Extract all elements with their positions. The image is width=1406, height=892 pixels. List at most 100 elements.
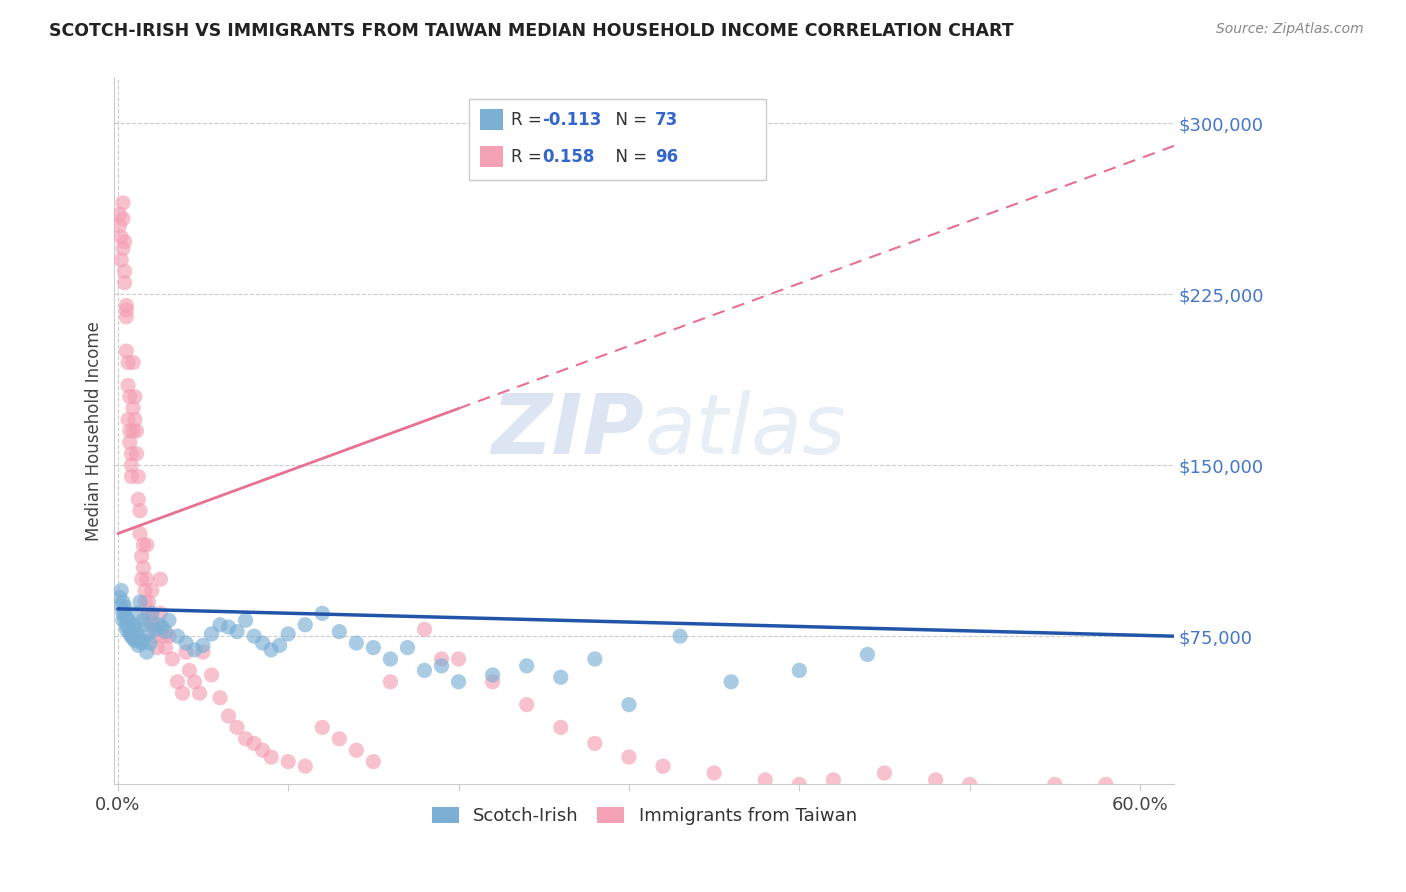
Point <box>183 643 205 657</box>
Point <box>111 607 134 621</box>
Point <box>108 207 131 221</box>
Point <box>380 674 402 689</box>
Point <box>328 731 350 746</box>
Point <box>108 591 131 605</box>
Point <box>115 617 138 632</box>
Text: atlas: atlas <box>644 391 846 472</box>
Point <box>120 629 142 643</box>
Point <box>380 652 402 666</box>
Text: Source: ZipAtlas.com: Source: ZipAtlas.com <box>1216 22 1364 37</box>
Legend: Scotch-Irish, Immigrants from Taiwan: Scotch-Irish, Immigrants from Taiwan <box>432 806 856 825</box>
Point <box>166 674 188 689</box>
Point <box>328 624 350 639</box>
Point <box>129 504 152 518</box>
Point <box>114 276 136 290</box>
Point <box>583 652 606 666</box>
Point <box>124 620 146 634</box>
Point <box>209 617 232 632</box>
Point <box>135 645 157 659</box>
Point <box>294 759 316 773</box>
Point <box>118 435 141 450</box>
Point <box>122 355 145 369</box>
Point <box>120 458 142 472</box>
Point <box>218 620 240 634</box>
Point <box>111 242 134 256</box>
Point <box>277 627 299 641</box>
Point <box>243 629 266 643</box>
Point <box>703 766 725 780</box>
Point <box>153 629 176 643</box>
Point <box>413 623 436 637</box>
Point <box>200 668 222 682</box>
Point <box>148 617 170 632</box>
Point <box>1095 777 1118 791</box>
Point <box>122 623 145 637</box>
Point <box>117 378 139 392</box>
Point <box>344 743 367 757</box>
Point <box>131 572 153 586</box>
Point <box>138 627 160 641</box>
Point <box>252 636 274 650</box>
Point <box>120 447 142 461</box>
Text: R =: R = <box>510 111 547 128</box>
Point <box>226 720 249 734</box>
Point <box>108 219 131 233</box>
Point <box>516 698 538 712</box>
Point <box>430 658 453 673</box>
Point <box>117 355 139 369</box>
Point <box>191 638 214 652</box>
Point <box>311 607 333 621</box>
Point <box>754 772 776 787</box>
Point <box>114 599 136 614</box>
Point <box>235 613 257 627</box>
Point <box>115 344 138 359</box>
Point <box>174 636 197 650</box>
Point <box>363 755 385 769</box>
Point <box>617 750 640 764</box>
Point <box>143 623 166 637</box>
Point <box>787 664 810 678</box>
Point <box>114 235 136 249</box>
Point <box>363 640 385 655</box>
Point <box>172 686 194 700</box>
Point <box>115 310 138 324</box>
Point <box>652 759 675 773</box>
Point <box>122 401 145 416</box>
Point <box>117 412 139 426</box>
Point <box>125 607 148 621</box>
Point <box>311 720 333 734</box>
Point <box>166 629 188 643</box>
Text: 73: 73 <box>655 111 678 128</box>
Text: R =: R = <box>510 147 547 166</box>
Point <box>120 469 142 483</box>
Point <box>118 390 141 404</box>
Point <box>155 624 177 639</box>
Point <box>124 412 146 426</box>
Point <box>127 638 149 652</box>
Point <box>430 652 453 666</box>
Point <box>277 755 299 769</box>
Point <box>142 617 165 632</box>
Point <box>129 526 152 541</box>
Point <box>114 608 136 623</box>
FancyBboxPatch shape <box>470 99 766 180</box>
Point <box>583 736 606 750</box>
Point <box>269 638 291 652</box>
Point <box>115 303 138 318</box>
Point <box>115 298 138 312</box>
Point <box>344 636 367 650</box>
Point <box>139 613 162 627</box>
Point <box>122 632 145 646</box>
Point <box>823 772 845 787</box>
Point <box>179 664 201 678</box>
Point <box>111 613 134 627</box>
Point <box>134 617 156 632</box>
Point <box>117 620 139 634</box>
Point <box>157 613 180 627</box>
Point <box>413 664 436 678</box>
Point <box>111 195 134 210</box>
Y-axis label: Median Household Income: Median Household Income <box>86 321 103 541</box>
Text: SCOTCH-IRISH VS IMMIGRANTS FROM TAIWAN MEDIAN HOUSEHOLD INCOME CORRELATION CHART: SCOTCH-IRISH VS IMMIGRANTS FROM TAIWAN M… <box>49 22 1014 40</box>
Point <box>959 777 981 791</box>
Point <box>155 640 177 655</box>
